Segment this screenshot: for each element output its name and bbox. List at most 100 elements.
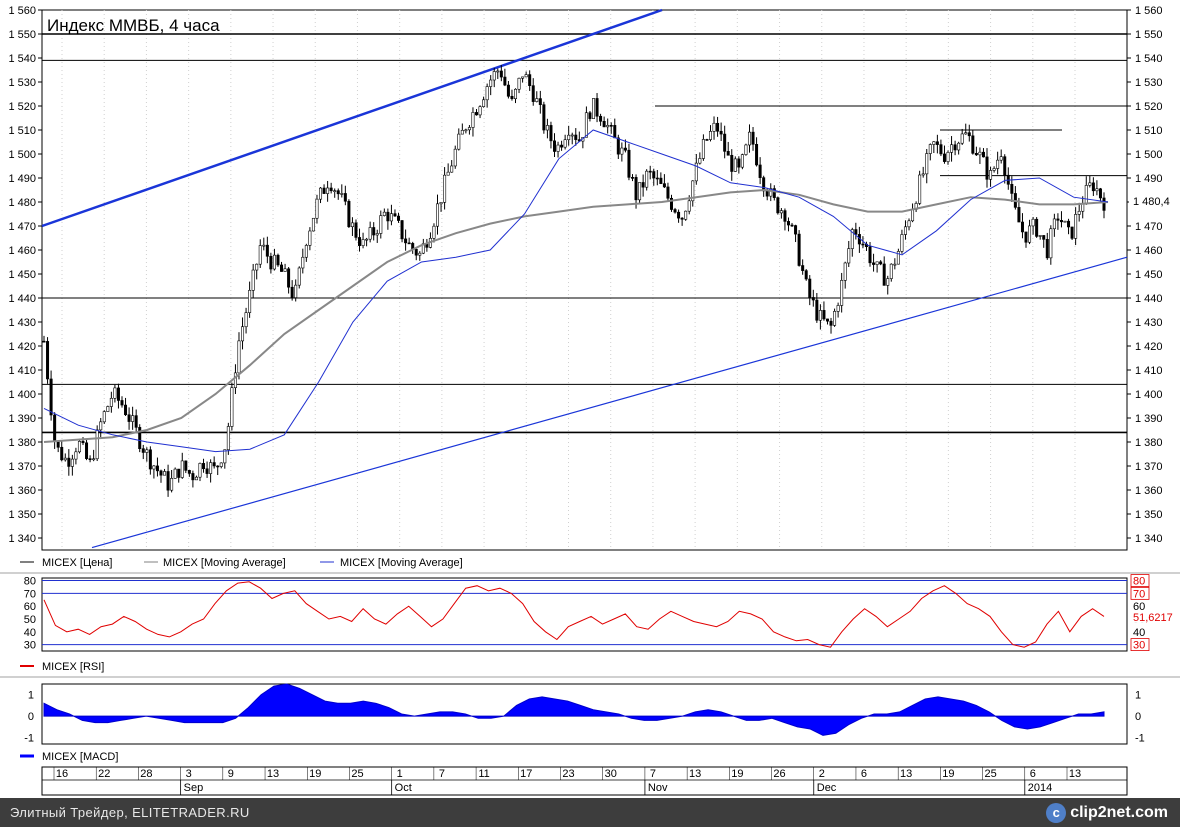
candle-body (751, 131, 755, 145)
candle-body (42, 340, 46, 343)
candle-body (762, 177, 766, 192)
candle-body (212, 462, 216, 467)
candle-body (46, 341, 50, 380)
price-tick-label: 1 430 (1135, 317, 1163, 329)
candle-body (280, 264, 284, 272)
date-tick-label: 26 (773, 768, 785, 780)
legend-rsi: MICEX [RSI] (42, 661, 104, 673)
candle-body (77, 441, 81, 453)
candle-body (1020, 221, 1024, 233)
macd-tick-label: -1 (1135, 733, 1145, 745)
macd-tick-label: 0 (1135, 711, 1141, 723)
rsi-level-label: 30 (1133, 640, 1145, 652)
candle-body (177, 468, 181, 478)
date-tick-label: 19 (309, 768, 321, 780)
clip2net-logo-text: clip2net.com (1070, 803, 1168, 821)
price-tick-label: 1 390 (8, 413, 36, 425)
candle-body (840, 280, 844, 306)
price-candles (42, 65, 1106, 497)
candle-body (1028, 225, 1032, 243)
candle-body (524, 74, 528, 78)
candle-body (464, 129, 468, 132)
candle-body (471, 112, 475, 128)
candle-body (432, 225, 436, 239)
candle-body (262, 244, 266, 247)
candle-body (755, 144, 759, 166)
candle-body (609, 124, 613, 127)
candle-body (794, 225, 798, 235)
candle-body (822, 310, 826, 320)
candle-body (308, 230, 312, 246)
candle-body (514, 88, 518, 100)
candle-body (99, 421, 103, 431)
candle-body (918, 174, 922, 204)
candle-body (237, 340, 241, 374)
macd-tick-label: 0 (28, 711, 34, 723)
date-tick-label: 13 (1069, 768, 1081, 780)
macd-tick-label: 1 (28, 690, 34, 702)
candle-body (964, 132, 968, 135)
candle-body (1035, 218, 1039, 237)
price-yaxis-left: 1 340 1 350 1 360 1 370 1 380 1 390 1 400 1 410… (8, 5, 42, 545)
candle-body (453, 148, 457, 167)
candle-body (889, 263, 893, 279)
lower-trendline (91, 256, 1128, 549)
candle-body (81, 441, 85, 444)
candle-body (354, 222, 358, 238)
candle-body (74, 451, 78, 460)
candle-body (255, 263, 259, 271)
candle-body (641, 182, 645, 188)
price-tick-label: 1 340 (8, 533, 36, 545)
candle-body (779, 210, 783, 214)
candle-body (765, 190, 769, 197)
candle-body (900, 234, 904, 252)
candle-body (219, 462, 223, 467)
candle-body (815, 299, 819, 321)
candle-body (1070, 226, 1074, 239)
candle-body (553, 140, 557, 152)
month-tick-label: Oct (395, 782, 412, 794)
date-tick-label: 1 (397, 768, 403, 780)
candle-body (499, 70, 503, 78)
candle-body (372, 227, 376, 236)
candle-body (1052, 218, 1056, 230)
candle-body (659, 177, 663, 184)
candle-body (723, 133, 727, 152)
price-panel (41, 9, 1128, 551)
candle-body (517, 77, 521, 90)
candle-body (645, 170, 649, 188)
candle-body (535, 98, 539, 102)
candle-body (588, 112, 592, 119)
price-tick-label: 1 560 (8, 5, 36, 17)
ma-long-line (43, 188, 1109, 443)
candle-body (694, 162, 698, 182)
candle-body (563, 139, 567, 148)
candle-body (326, 187, 330, 194)
candle-body (893, 263, 897, 266)
date-axis (41, 766, 1128, 796)
candle-body (170, 478, 174, 491)
candle-body (347, 200, 351, 228)
rsi-level-box (1130, 586, 1150, 600)
candle-body (634, 177, 638, 201)
candle-body (719, 130, 723, 135)
price-tick-label: 1 550 (1135, 29, 1163, 41)
candle-body (230, 387, 234, 427)
candle-body (978, 151, 982, 156)
candle-body (489, 79, 493, 87)
candle-body (1059, 220, 1063, 223)
clip2net-logo[interactable]: c clip2net.com (1046, 802, 1168, 823)
candle-body (343, 193, 347, 202)
candle-body (769, 188, 773, 197)
rsi-level-label: 80 (1133, 576, 1145, 588)
candle-body (701, 139, 705, 159)
candle-body (648, 170, 652, 173)
macd-tick-label: -1 (24, 733, 34, 745)
rsi-line (43, 581, 1105, 648)
candle-body (882, 263, 886, 286)
date-tick-label: 6 (1030, 768, 1036, 780)
price-tick-label: 1 370 (8, 461, 36, 473)
candle-body (134, 415, 138, 428)
candle-body (49, 378, 53, 416)
